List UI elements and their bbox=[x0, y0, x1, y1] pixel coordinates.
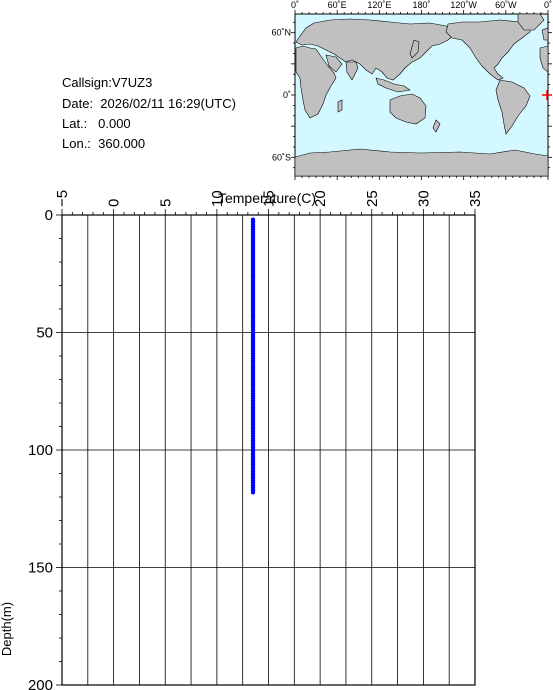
map-lon-label: 120˚E bbox=[367, 0, 391, 10]
data-points bbox=[250, 217, 256, 495]
data-point bbox=[250, 490, 256, 495]
eurasia-shape bbox=[295, 18, 455, 81]
indonesia-shape bbox=[375, 77, 411, 93]
south-america-shape bbox=[495, 79, 531, 135]
map-lon-labels: 0˚ 60˚E 120˚E 180˚ 120˚W 60˚W 0˚ bbox=[291, 0, 552, 10]
y-tick-label: 200 bbox=[28, 677, 53, 690]
arabia-shape bbox=[325, 54, 343, 73]
map-lat-labels: 60˚N 0˚ 60˚S bbox=[271, 28, 291, 163]
map-lon-label: 60˚E bbox=[328, 0, 347, 10]
y-tick-label: 150 bbox=[28, 560, 53, 577]
greenland-shape bbox=[517, 14, 545, 31]
africa-shape bbox=[295, 45, 337, 119]
australia-shape bbox=[389, 93, 427, 125]
map-lon-label: 0˚ bbox=[544, 0, 552, 10]
y-tick-label: 100 bbox=[28, 442, 53, 459]
india-shape bbox=[345, 61, 359, 81]
map-lat-label: 60˚S bbox=[272, 152, 291, 162]
map-lon-label: 0˚ bbox=[291, 0, 299, 10]
antarctica-shape bbox=[295, 148, 548, 176]
plot-frame bbox=[61, 214, 476, 686]
europe-west-shape bbox=[541, 27, 548, 41]
x-tick-label: 0 bbox=[106, 199, 123, 207]
x-axis-title: Temperature(C) bbox=[218, 190, 316, 206]
x-tick-label: 20 bbox=[312, 190, 329, 207]
africa-east-edge-shape bbox=[539, 45, 548, 73]
x-tick-label: −5 bbox=[54, 190, 71, 207]
y-tick-label: 0 bbox=[45, 207, 53, 224]
x-tick-label: 5 bbox=[157, 199, 174, 207]
map-lat-label: 60˚N bbox=[271, 28, 291, 38]
new-zealand-shape bbox=[432, 119, 441, 133]
chart-grid bbox=[61, 214, 476, 686]
map-land bbox=[295, 14, 548, 176]
station-marker bbox=[542, 90, 552, 100]
map-lon-label: 60˚W bbox=[495, 0, 517, 10]
longitude-text: Lon.: 360.000 bbox=[62, 136, 146, 151]
latitude-text: Lat.: 0.000 bbox=[62, 116, 131, 131]
y-tick-labels: 0 50 100 150 200 bbox=[28, 207, 53, 690]
y-tick-label: 50 bbox=[36, 325, 53, 342]
madagascar-shape bbox=[337, 99, 343, 113]
x-tick-label: 15 bbox=[261, 190, 278, 207]
map-lat-label: 0˚ bbox=[283, 90, 291, 100]
chart-minor-ticks bbox=[56, 209, 476, 686]
x-tick-label: 10 bbox=[209, 190, 226, 207]
map-lon-label: 120˚W bbox=[450, 0, 477, 10]
japan-shape bbox=[409, 39, 420, 59]
callsign-text: Callsign:V7UZ3 bbox=[62, 75, 153, 90]
x-tick-label: 30 bbox=[415, 190, 432, 207]
world-map: 0˚ 60˚E 120˚E 180˚ 120˚W 60˚W 0˚ 60˚N 0˚ 60˚S bbox=[271, 0, 552, 180]
x-tick-label: 25 bbox=[364, 190, 381, 207]
y-axis-title: Depth(m) bbox=[0, 602, 14, 656]
x-tick-label: 35 bbox=[467, 190, 484, 207]
north-america-shape bbox=[445, 19, 533, 81]
map-lon-label: 180˚ bbox=[412, 0, 430, 10]
temperature-depth-chart: Temperature(C) Depth(m) −5 0 5 10 15 20 25 30 35… bbox=[0, 190, 484, 690]
date-text: Date: 2026/02/11 16:29(UTC) bbox=[62, 96, 236, 111]
x-tick-labels: −5 0 5 10 15 20 25 30 35 bbox=[54, 190, 484, 207]
